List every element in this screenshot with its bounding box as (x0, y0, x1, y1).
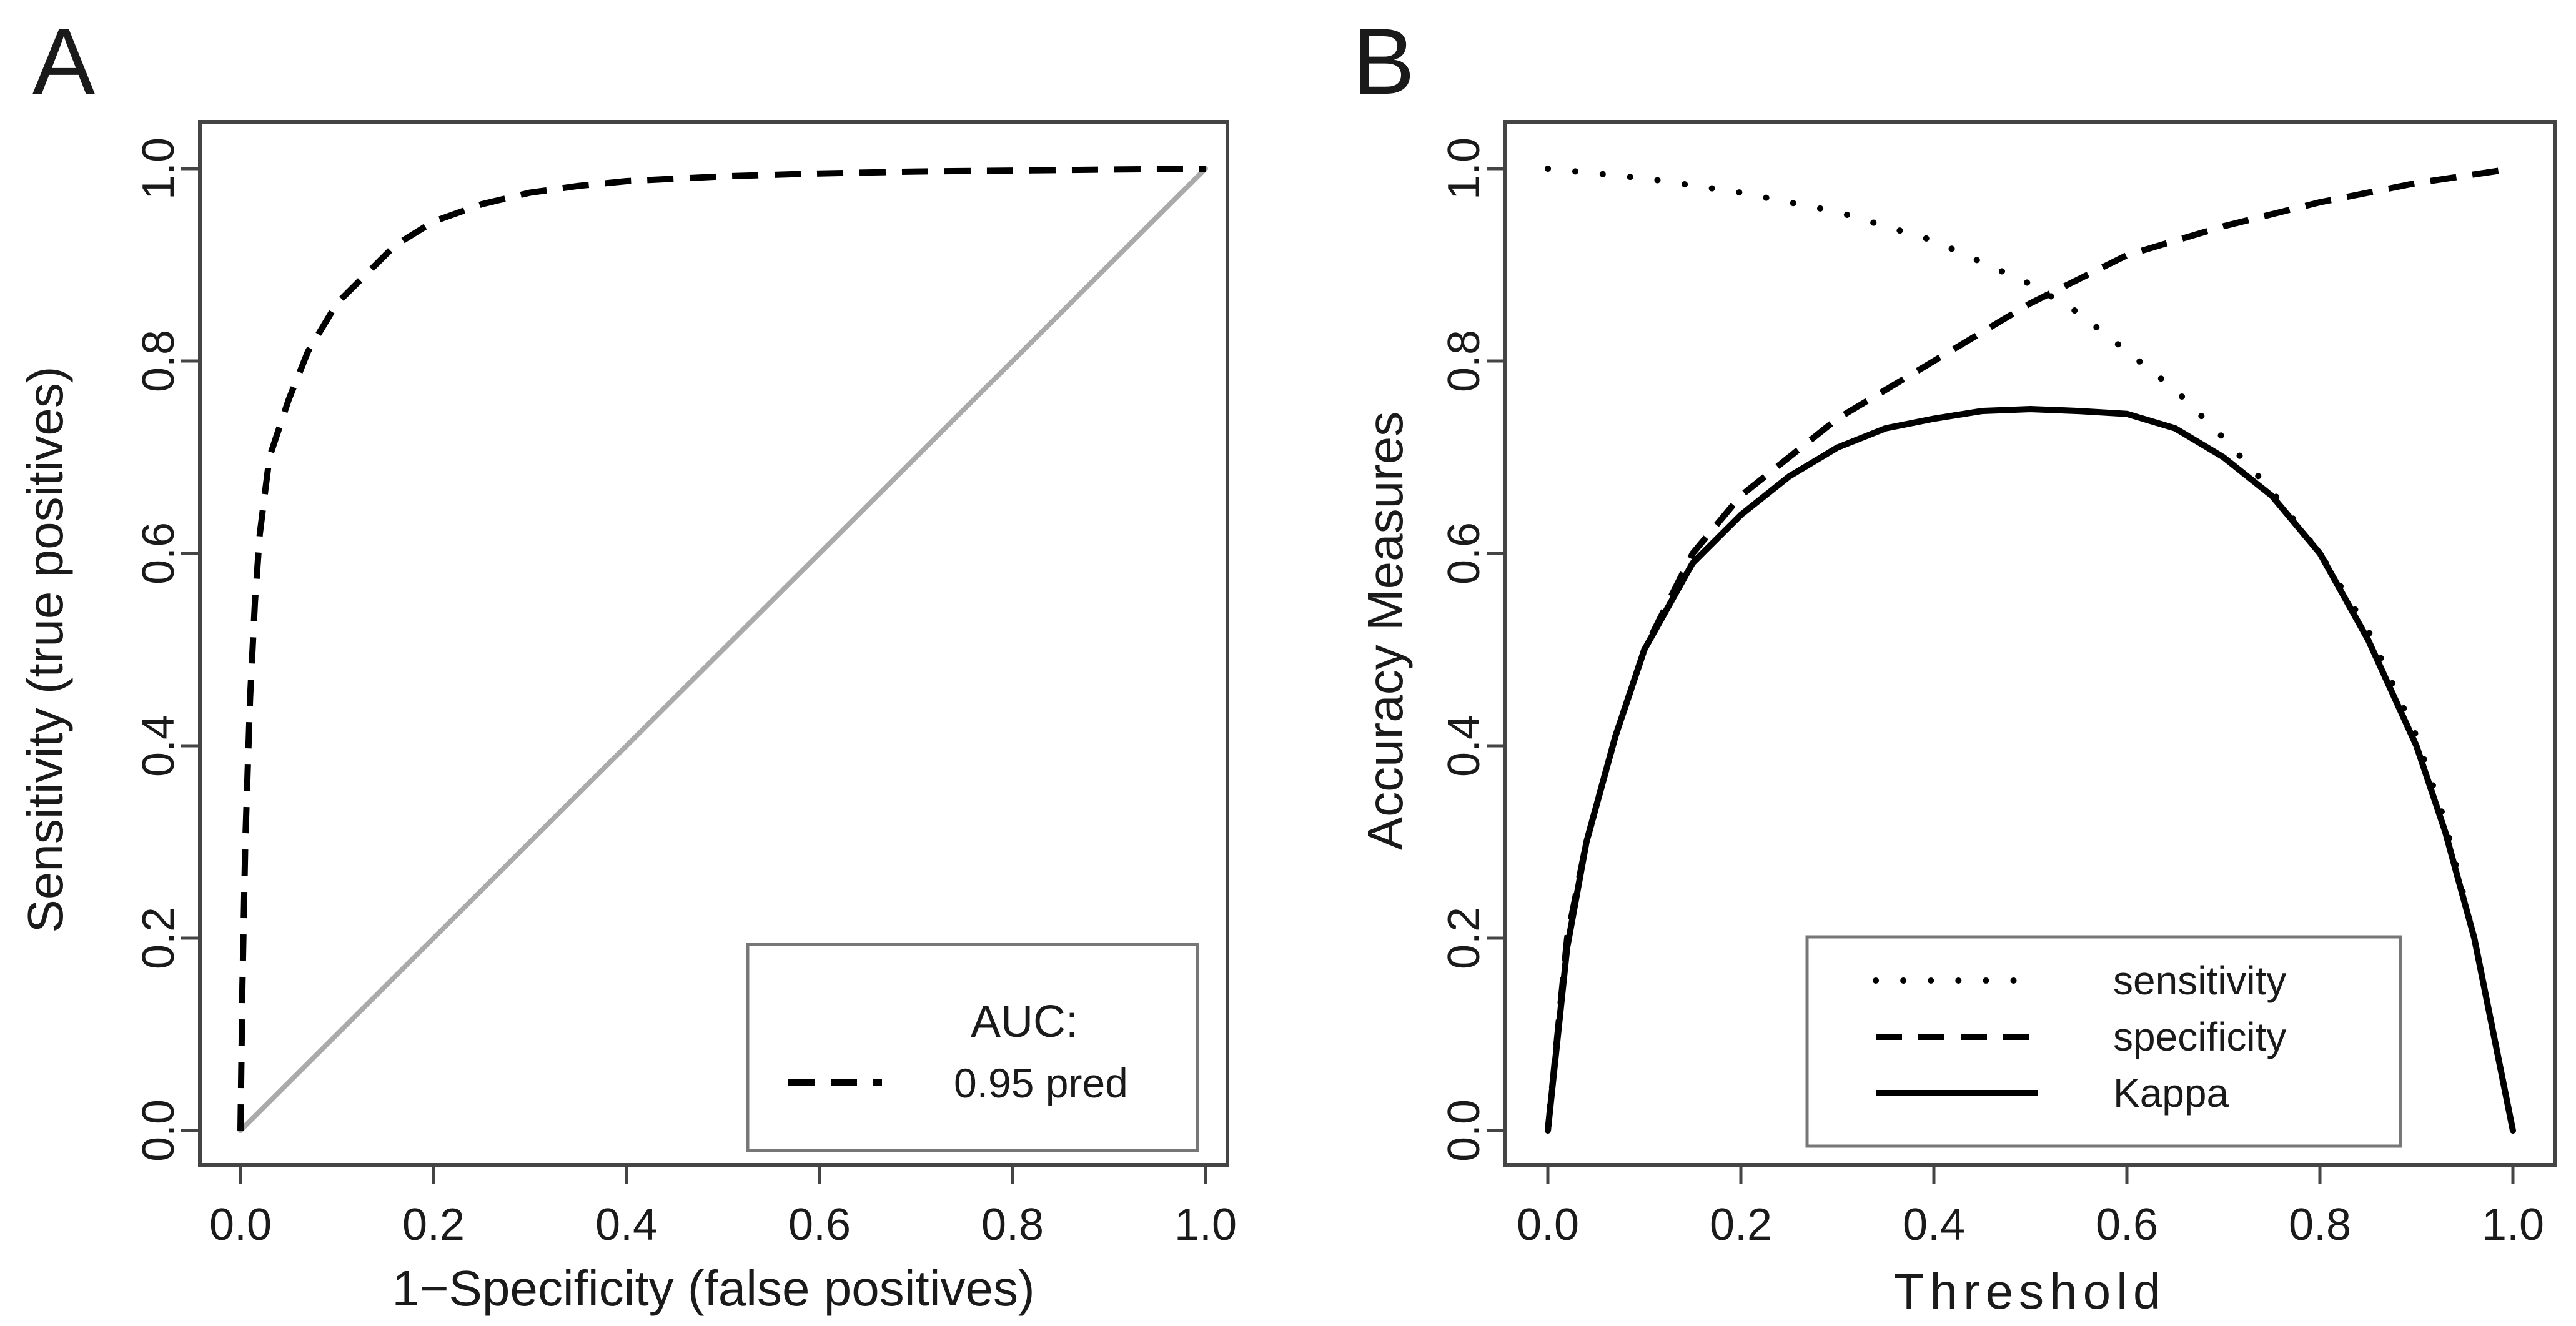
panel-b-plot-frame (1503, 120, 2557, 1167)
panel-b-legend-entry-label: sensitivity (2113, 958, 2286, 1003)
panel-a-xtick-label: 0.2 (402, 1200, 465, 1250)
panel-a-series (237, 166, 1208, 1133)
panel-a-ytick-label: 0.2 (134, 907, 184, 969)
panel-a-legend: AUC: 0.95 pred (746, 943, 1199, 1152)
panel-b-y-axis: 0.0 0.2 0.4 0.6 0.8 1.0 (1439, 137, 1505, 1162)
panel-a: A 0.0 0.2 0.4 0.6 0.8 1.0 0.0 0.2 0.4 (17, 9, 1237, 1316)
panel-b-legend-entry-label: Kappa (2113, 1071, 2229, 1116)
panel-b-xtick-label: 1.0 (2482, 1200, 2544, 1250)
panel-a-xtick-label: 0.0 (209, 1200, 272, 1250)
panel-b-ytick-label: 0.6 (1439, 522, 1489, 585)
panel-b-xtick-label: 0.8 (2289, 1200, 2351, 1250)
panel-a-legend-title: AUC: (971, 997, 1078, 1047)
panel-b: B 0.0 0.2 0.4 0.6 0.8 1.0 0.0 0.2 0.4 (1352, 9, 2557, 1319)
panel-b-xtick-label: 0.2 (1710, 1200, 1772, 1250)
panel-a-ytick-label: 1.0 (134, 137, 184, 200)
panel-b-series (1545, 166, 2516, 1134)
panel-a-xtick-label: 0.8 (981, 1200, 1044, 1250)
panel-b-xtick-label: 0.0 (1517, 1200, 1579, 1250)
panel-b-legend-box (1805, 935, 2402, 1148)
panel-b-label: B (1352, 9, 1415, 114)
panel-a-ytick-label: 0.6 (134, 522, 184, 585)
panel-a-series-reference-line (238, 166, 1208, 1133)
panel-b-series-kappa-line (1545, 406, 2516, 1134)
panel-a-x-axis-label: 1−Specificity (false positives) (392, 1260, 1034, 1316)
panel-a-x-axis: 0.0 0.2 0.4 0.6 0.8 1.0 (209, 1165, 1237, 1250)
panel-b-ytick-label: 0.2 (1439, 907, 1489, 969)
panel-a-legend-box (746, 943, 1199, 1152)
panel-b-ytick-label: 1.0 (1439, 137, 1489, 200)
panel-b-legend-entry-label: specificity (2113, 1014, 2286, 1059)
panel-a-ytick-label: 0.0 (134, 1099, 184, 1162)
panel-a-xtick-label: 0.6 (788, 1200, 851, 1250)
panel-b-series-sensitivity-line (1545, 166, 2516, 1134)
panel-b-xtick-label: 0.6 (2096, 1200, 2158, 1250)
panel-b-ytick-label: 0.8 (1439, 330, 1489, 392)
panel-b-ytick-label: 0.0 (1439, 1099, 1489, 1162)
panel-b-series-specificity-line (1545, 166, 2514, 1131)
panel-a-y-axis-label: Sensitivity (true positives) (17, 367, 73, 933)
panel-b-xtick-label: 0.4 (1903, 1200, 1965, 1250)
panel-a-y-axis: 0.0 0.2 0.4 0.6 0.8 1.0 (134, 137, 200, 1162)
panel-b-ytick-label: 0.4 (1439, 715, 1489, 777)
panel-b-x-axis: 0.0 0.2 0.4 0.6 0.8 1.0 (1517, 1165, 2544, 1250)
panel-b-y-axis-label: Accuracy Measures (1357, 412, 1413, 850)
panel-b-legend: sensitivity specificity Kappa (1805, 935, 2402, 1148)
panel-a-xtick-label: 0.4 (595, 1200, 658, 1250)
panel-b-x-axis-label: Threshold (1894, 1264, 2167, 1319)
panel-a-ytick-label: 0.4 (134, 715, 184, 777)
panel-a-legend-entry-label: 0.95 pred (954, 1060, 1128, 1106)
panel-a-plot-frame (198, 120, 1229, 1167)
panel-a-ytick-label: 0.8 (134, 330, 184, 392)
panel-a-label: A (32, 9, 95, 114)
panel-a-xtick-label: 1.0 (1174, 1200, 1237, 1250)
